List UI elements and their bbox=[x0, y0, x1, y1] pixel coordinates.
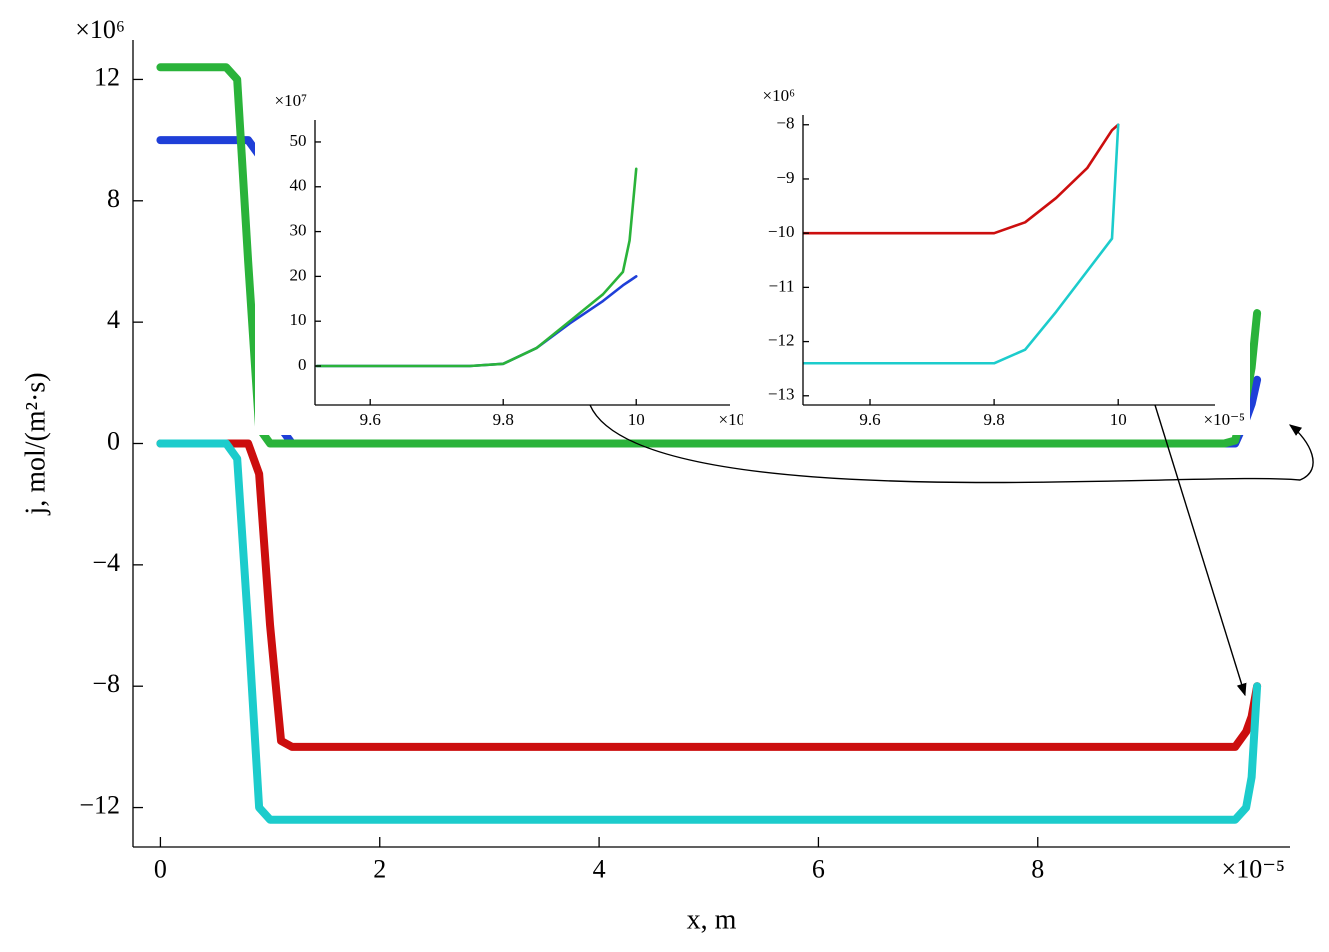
x-tick-label: 9.8 bbox=[493, 410, 514, 429]
y-tick-label: 10 bbox=[290, 310, 307, 329]
y-tick-label: 30 bbox=[290, 220, 307, 239]
y-multiplier: ×10⁶ bbox=[75, 15, 125, 44]
y-axis-label: j, mol/(m²·s) bbox=[20, 372, 51, 515]
y-tick-label: −12 bbox=[768, 330, 795, 349]
x-tick-label: 9.8 bbox=[983, 410, 1004, 429]
x-tick-label: 9.6 bbox=[859, 410, 880, 429]
x-tick-label: 0 bbox=[154, 855, 167, 884]
y-tick-label: −12 bbox=[79, 791, 120, 820]
x-tick-label: 9.6 bbox=[360, 410, 381, 429]
x-multiplier: ×10⁻⁵ bbox=[1204, 410, 1246, 429]
y-tick-label: 40 bbox=[290, 176, 307, 195]
x-tick-label: 2 bbox=[373, 855, 386, 884]
y-tick-label: 4 bbox=[107, 305, 120, 334]
x-axis-label: x, m bbox=[687, 904, 737, 935]
y-tick-label: −9 bbox=[776, 168, 794, 187]
inset-background bbox=[743, 80, 1250, 435]
inset-background bbox=[255, 85, 765, 435]
series-line bbox=[803, 123, 1120, 365]
zoom-arrow bbox=[589, 404, 1314, 484]
x-tick-label: 10 bbox=[628, 410, 645, 429]
series-line bbox=[315, 167, 638, 368]
y-tick-label: −10 bbox=[768, 222, 795, 241]
x-tick-label: 8 bbox=[1031, 855, 1044, 884]
series-line bbox=[156, 439, 1262, 824]
x-tick-label: 10 bbox=[1110, 410, 1127, 429]
y-tick-label: −4 bbox=[92, 548, 120, 577]
y-tick-label: −13 bbox=[768, 385, 795, 404]
y-multiplier: ×10⁶ bbox=[762, 86, 795, 105]
y-tick-label: 0 bbox=[107, 426, 120, 455]
x-multiplier: ×10⁻⁵ bbox=[1222, 855, 1285, 884]
y-tick-label: 0 bbox=[298, 355, 307, 374]
x-tick-label: 6 bbox=[812, 855, 825, 884]
y-tick-label: 8 bbox=[107, 184, 120, 213]
y-tick-label: −11 bbox=[769, 276, 795, 295]
x-tick-label: 4 bbox=[593, 855, 606, 884]
series-line bbox=[156, 439, 1262, 751]
series-line bbox=[803, 123, 1120, 235]
y-tick-label: −8 bbox=[92, 669, 120, 698]
y-multiplier: ×10⁷ bbox=[274, 91, 307, 110]
y-tick-label: −8 bbox=[776, 114, 794, 133]
plot: 9.6 9.8 10 −8 −9 −10 −11 −12 −13 ×10⁶ ×10⁻⁵ bbox=[743, 80, 1250, 435]
y-tick-label: 12 bbox=[94, 62, 120, 91]
y-tick-label: 50 bbox=[290, 131, 307, 150]
zoom-arrow bbox=[1154, 404, 1247, 697]
y-tick-label: 20 bbox=[290, 265, 307, 284]
